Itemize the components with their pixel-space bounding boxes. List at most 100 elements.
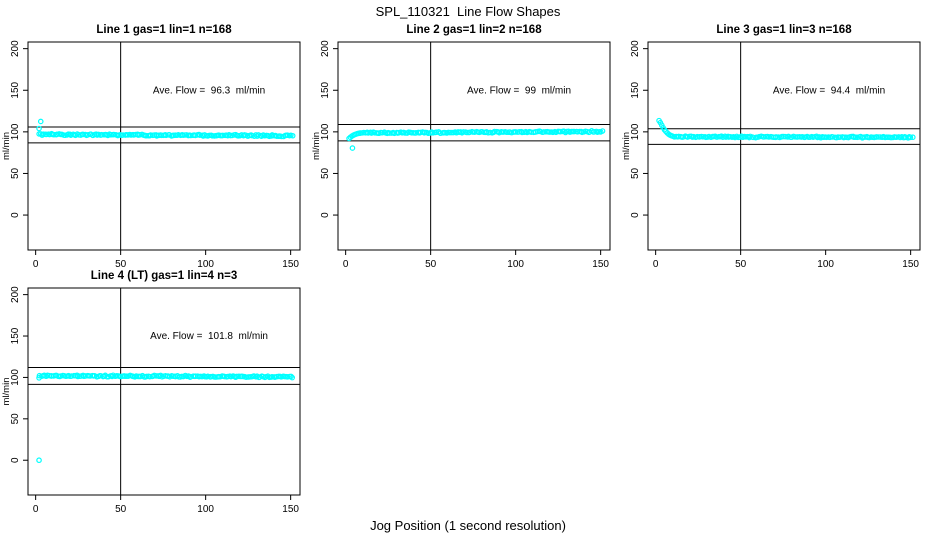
figure-title: SPL_110321 Line Flow Shapes [375,4,561,19]
data-point [599,128,606,134]
y-tick-label: 150 [10,81,21,98]
y-tick-label: 200 [10,286,21,303]
data-point [36,125,42,132]
x-tick-label: 100 [197,504,214,515]
panel-4: Line 4 (LT) gas=1 lin=4 n=3 0 50 100 150 0 50 1… [0,268,306,518]
x-tick-label: 50 [115,504,127,515]
y-tick-label: 100 [10,123,21,140]
x-tick-label: 0 [653,259,659,270]
data-point [349,145,356,151]
y-tick-label: 200 [10,40,21,57]
data-point [288,373,294,380]
data-point [40,131,47,137]
panel-title: Line 1 gas=1 lin=1 n=168 [96,24,232,36]
y-tick-label: 0 [10,212,21,218]
y-axis-label: ml/min [1,378,12,406]
y-tick-label: 0 [320,212,331,218]
data-point [43,131,50,138]
data-point [357,130,363,136]
data-point [402,130,409,136]
x-tick-label: 100 [197,259,214,270]
data-point [365,130,371,136]
y-tick-label: 200 [320,40,331,57]
data-point [591,128,597,135]
data-point [209,133,216,139]
data-point [36,457,42,464]
x-tick-label: 100 [817,259,834,270]
x-tick-label: 150 [282,259,299,270]
x-tick-label: 100 [507,259,524,270]
data-point [75,373,81,380]
panel-2: Line 2 gas=1 lin=2 n=168 0 50 100 150 0 50 100 1… [310,22,616,272]
panel-1-svg: Line 1 gas=1 lin=1 n=168 0 50 100 150 0 50 100 1… [1,24,301,270]
y-tick-label: 100 [320,123,331,140]
ave-flow-annotation: Ave. Flow = 99 ml/min [467,85,571,96]
panel-title: Line 2 gas=1 lin=2 n=168 [406,24,542,36]
x-tick-label: 0 [343,259,349,270]
y-tick-label: 150 [10,327,21,344]
data-point [557,128,564,135]
x-axis-label: Jog Position (1 second resolution) [370,518,566,533]
panel-title: Line 4 (LT) gas=1 lin=4 n=3 [91,270,237,282]
data-point [221,373,228,380]
x-tick-label: 0 [33,504,39,515]
data-point [447,129,453,136]
y-tick-label: 100 [10,369,21,386]
data-point [907,134,914,141]
plot-frame [337,41,611,251]
y-axis-label: ml/min [621,132,632,160]
data-point [430,129,436,136]
data-point [289,132,296,139]
y-tick-label: 50 [10,413,21,425]
panel-3: Line 3 gas=1 lin=3 n=168 0 50 100 150 0 50 100 1… [620,22,926,272]
y-tick-label: 0 [630,212,641,218]
x-tick-label: 150 [282,504,299,515]
x-tick-label: 150 [902,259,919,270]
y-axis-label: ml/min [1,132,12,160]
data-point [163,132,169,139]
data-point [460,129,467,135]
data-point [36,375,42,381]
y-tick-label: 150 [320,81,331,98]
y-tick-label: 0 [10,457,21,463]
panel-1: Line 1 gas=1 lin=1 n=168 0 50 100 150 0 50 100 1… [0,22,306,272]
panel-3-svg: Line 3 gas=1 lin=3 n=168 0 50 100 150 0 50 100 1… [621,24,921,270]
data-point [51,131,57,138]
x-tick-label: 50 [735,259,747,270]
ave-flow-annotation: Ave. Flow = 101.8 ml/min [150,331,268,342]
plot-frame [27,41,301,251]
y-axis-label: ml/min [311,132,322,160]
panel-4-svg: Line 4 (LT) gas=1 lin=4 n=3 0 50 100 150 0 50 1… [1,270,301,515]
y-tick-label: 150 [630,81,641,98]
y-tick-label: 100 [630,123,641,140]
y-tick-label: 50 [320,167,331,179]
panel-2-svg: Line 2 gas=1 lin=2 n=168 0 50 100 150 0 50 100 1… [311,24,611,270]
data-point [108,131,114,138]
x-tick-label: 50 [115,259,127,270]
plot-frame [647,41,921,251]
x-tick-label: 150 [592,259,609,270]
y-tick-label: 200 [630,40,641,57]
data-point [37,118,44,125]
ave-flow-annotation: Ave. Flow = 96.3 ml/min [153,85,265,96]
data-point [669,133,676,139]
data-point [137,132,143,138]
data-point [571,128,578,135]
data-point [782,133,789,140]
data-point [289,374,296,381]
data-point [147,132,154,138]
y-tick-label: 50 [630,167,641,179]
data-point [874,134,880,140]
y-tick-label: 50 [10,167,21,179]
data-point [464,129,470,136]
plot-frame [27,287,301,496]
data-point [910,134,916,141]
data-point [206,132,213,139]
data-point [773,134,779,140]
data-point [893,134,900,140]
ave-flow-annotation: Ave. Flow = 94.4 ml/min [773,85,885,96]
panel-title: Line 3 gas=1 lin=3 n=168 [716,24,852,36]
data-point [205,373,211,380]
x-tick-label: 50 [425,259,437,270]
